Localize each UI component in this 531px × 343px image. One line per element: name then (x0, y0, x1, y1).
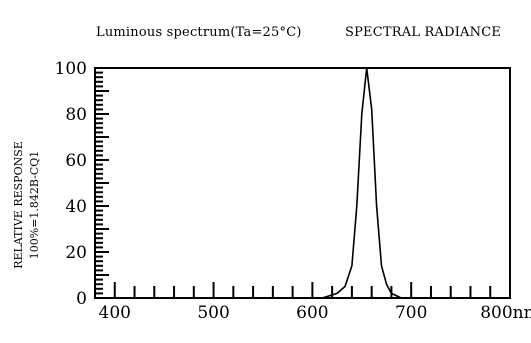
x-tick-label: 500 (197, 303, 229, 323)
x-tick-label: 700 (395, 303, 427, 323)
y-axis-label-group: RELATIVE RESPONSE 100%=1.842B-CQ1 (12, 141, 41, 269)
y-axis-label-line1: RELATIVE RESPONSE (12, 141, 25, 269)
y-tick-label: 60 (65, 151, 87, 171)
y-axis-label-line2: 100%=1.842B-CQ1 (28, 151, 41, 260)
x-tick-label: 600 (296, 303, 328, 323)
y-tick-label: 0 (76, 289, 87, 309)
chart-title-left: Luminous spectrum(Ta=25°C) (96, 25, 302, 40)
y-tick-label: 20 (65, 243, 87, 263)
y-tick-label: 40 (65, 197, 87, 217)
chart-title-right: SPECTRAL RADIANCE (345, 25, 501, 40)
y-tick-label: 100 (55, 59, 87, 79)
y-tick-label: 80 (65, 105, 87, 125)
plot-area: 0 20 40 60 80 100 400 500 600 700 800nm (55, 59, 531, 323)
x-tick-label: 800nm (480, 303, 531, 323)
series-line (322, 67, 431, 299)
x-tick-label: 400 (99, 303, 131, 323)
plot-frame (94, 67, 511, 299)
